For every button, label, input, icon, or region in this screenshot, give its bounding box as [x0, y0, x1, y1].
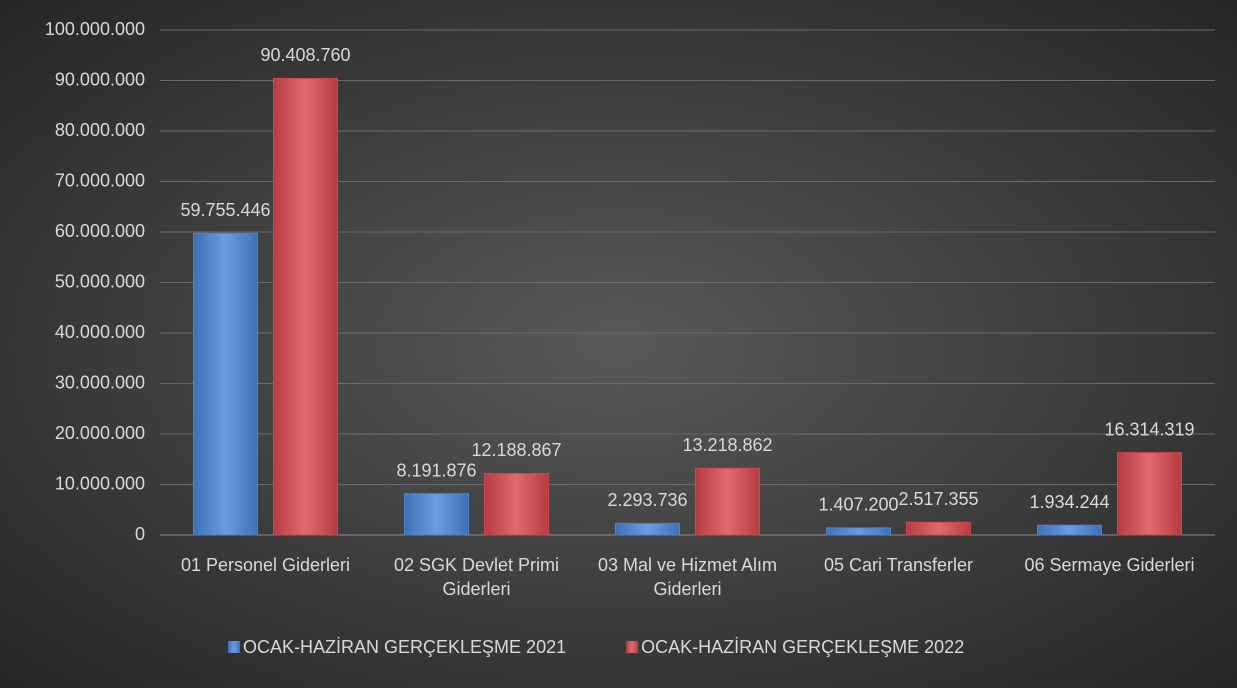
y-tick-label: 80.000.000	[55, 120, 145, 140]
y-tick-label: 30.000.000	[55, 372, 145, 392]
data-label: 12.188.867	[471, 440, 561, 460]
y-tick-label: 70.000.000	[55, 170, 145, 190]
y-tick-label: 50.000.000	[55, 271, 145, 291]
y-tick-label: 40.000.000	[55, 322, 145, 342]
x-tick-label: 06 Sermaye Giderleri	[1024, 555, 1195, 575]
legend-swatch	[626, 641, 639, 653]
data-label: 59.755.446	[180, 200, 270, 220]
data-label: 13.218.862	[682, 435, 772, 455]
data-label: 2.293.736	[607, 490, 687, 510]
data-label: 8.191.876	[396, 460, 476, 480]
x-tick-label: 01 Personel Giderleri	[180, 555, 351, 575]
data-label: 16.314.319	[1104, 419, 1194, 439]
bar	[193, 232, 258, 536]
y-tick-label: 10.000.000	[55, 473, 145, 493]
data-label: 2.517.355	[898, 489, 978, 509]
bar	[1037, 524, 1102, 536]
y-tick-label: 60.000.000	[55, 221, 145, 241]
bar	[404, 493, 469, 536]
bar	[1117, 452, 1182, 536]
y-tick-label: 90.000.000	[55, 69, 145, 89]
legend-label: OCAK-HAZİRAN GERÇEKLEŞME 2021	[243, 637, 566, 657]
legend-label: OCAK-HAZİRAN GERÇEKLEŞME 2022	[641, 637, 964, 657]
x-tick-label: 02 SGK Devlet Primi Giderleri	[393, 555, 560, 599]
y-tick-label: 20.000.000	[55, 423, 145, 443]
y-tick-label: 0	[135, 524, 145, 544]
bar	[615, 522, 680, 536]
legend-swatch	[228, 641, 240, 653]
bar	[826, 527, 891, 536]
bar	[273, 77, 338, 536]
data-label: 90.408.760	[260, 45, 350, 65]
y-tick-label: 100.000.000	[45, 19, 145, 39]
x-tick-label: 05 Cari Transferler	[823, 555, 974, 575]
bar	[906, 521, 971, 536]
data-label: 1.407.200	[818, 495, 898, 515]
bar	[695, 467, 760, 536]
data-label: 1.934.244	[1029, 492, 1109, 512]
x-tick-label: 03 Mal ve Hizmet Alım Giderleri	[597, 555, 778, 599]
bar	[484, 472, 549, 536]
